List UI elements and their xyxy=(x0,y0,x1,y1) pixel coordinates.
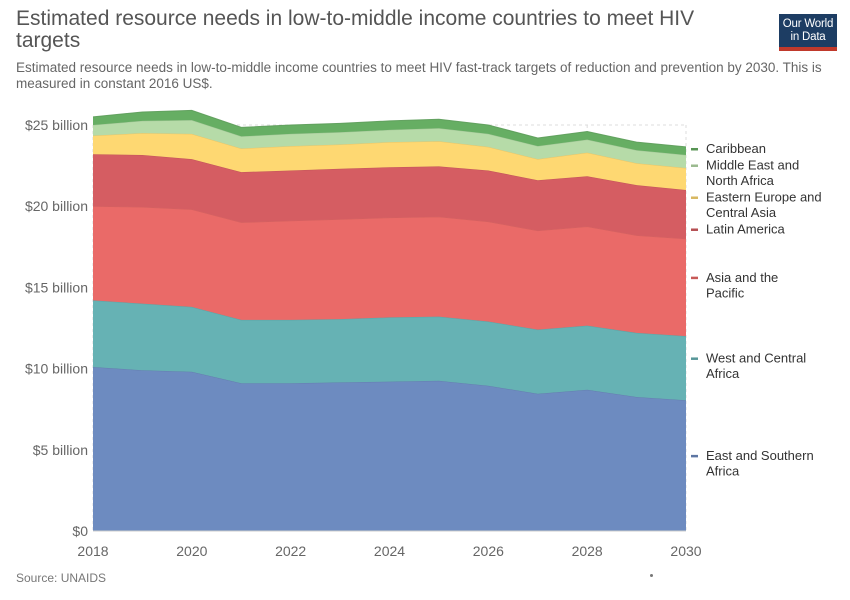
source-note: Source: UNAIDS xyxy=(16,571,107,585)
x-tick-label: 2028 xyxy=(572,543,603,559)
legend-label: West and Central Africa xyxy=(706,351,806,382)
y-tick-label: $5 billion xyxy=(33,442,88,458)
area-east-and-southern-africa[interactable] xyxy=(93,367,686,531)
x-tick-label: 2026 xyxy=(473,543,504,559)
x-tick-label: 2018 xyxy=(77,543,108,559)
area-edge-line xyxy=(92,109,687,148)
legend-label: Eastern Europe and Central Asia xyxy=(706,190,822,221)
chart-title: Estimated resource needs in low-to-middl… xyxy=(16,7,695,52)
y-tick-label: $15 billion xyxy=(25,279,88,295)
y-tick-label: $10 billion xyxy=(25,361,88,377)
x-tick-label: 2030 xyxy=(670,543,701,559)
area-caribbean[interactable] xyxy=(93,110,686,155)
chart-subtitle: Estimated resource needs in low-to-middl… xyxy=(16,60,822,91)
legend-label: Caribbean xyxy=(706,141,766,156)
area-latin-america[interactable] xyxy=(93,154,686,239)
y-tick-label: $25 billion xyxy=(25,117,88,133)
area-middle-east-and-north-africa[interactable] xyxy=(93,120,686,168)
area-eastern-europe-and-central-asia[interactable] xyxy=(93,133,686,190)
x-tick-label: 2022 xyxy=(275,543,306,559)
legend-label: Latin America xyxy=(706,222,786,237)
y-axis: $0 $5 billion $10 billion $15 billion $20 bi… xyxy=(25,117,88,539)
legend: East and Southern Africa West and Central A… xyxy=(691,141,822,479)
legend-label: Asia and the Pacific xyxy=(706,270,778,301)
logo-line-1: Our World xyxy=(782,18,834,30)
y-tick-label: $0 xyxy=(72,523,88,539)
area-west-and-central-africa[interactable] xyxy=(93,300,686,401)
legend-label: Middle East and North Africa xyxy=(706,158,799,189)
y-tick-label: $20 billion xyxy=(25,198,88,214)
logo-line-2: in Data xyxy=(790,31,826,43)
x-tick-label: 2020 xyxy=(176,543,207,559)
decorative-dot xyxy=(650,574,653,577)
x-tick-label: 2024 xyxy=(374,543,405,559)
legend-label: East and Southern Africa xyxy=(706,448,814,479)
owid-logo[interactable]: Our World in Data xyxy=(779,14,837,51)
area-asia-and-the-pacific[interactable] xyxy=(93,206,686,337)
area-series[interactable] xyxy=(92,109,687,531)
x-axis: 2018 2020 2022 2024 2026 2028 2030 xyxy=(77,530,702,559)
